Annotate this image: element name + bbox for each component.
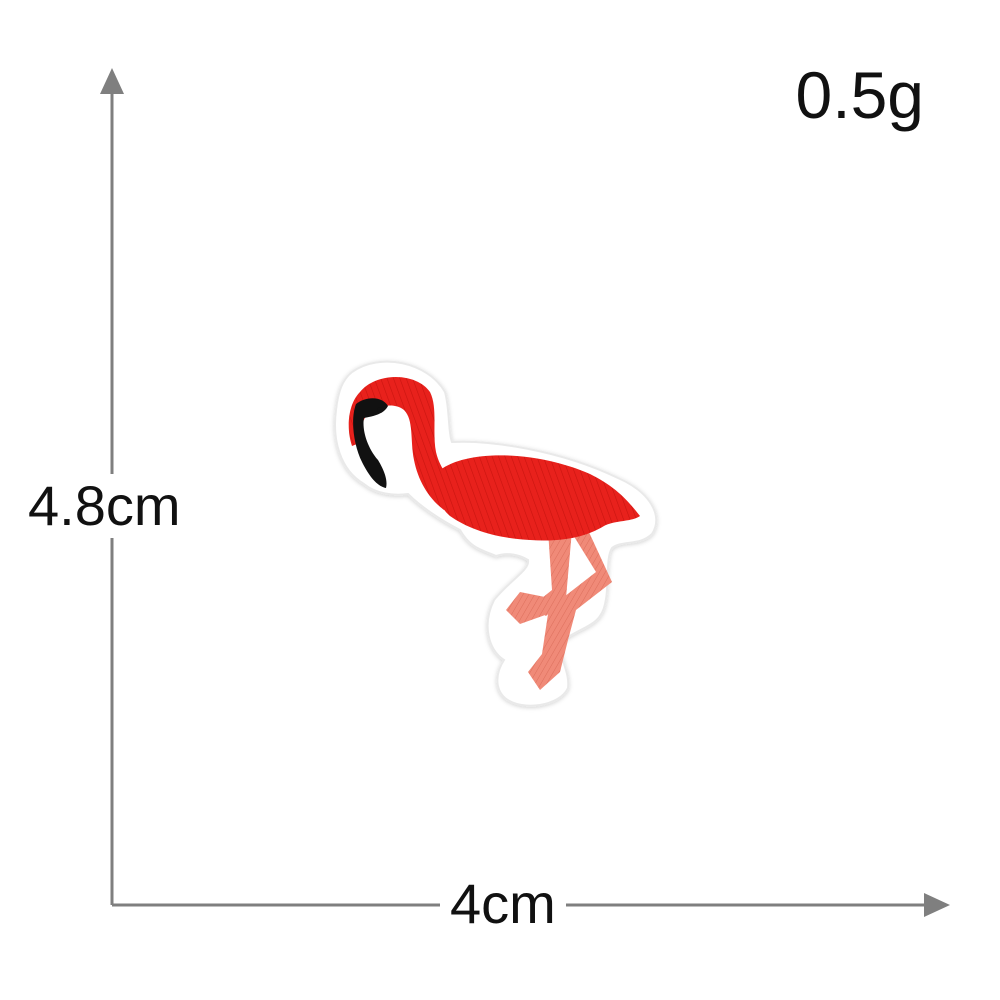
flamingo-body	[435, 455, 640, 541]
height-axis-arrowhead	[100, 68, 124, 94]
flamingo-beak	[353, 398, 388, 488]
flamingo-patch-icon	[334, 360, 658, 707]
weight-label: 0.5g	[795, 58, 924, 132]
flamingo-neck	[348, 377, 458, 510]
width-label: 4cm	[440, 874, 566, 934]
width-axis-arrowhead	[924, 893, 950, 917]
flamingo-back-leg	[506, 530, 612, 690]
flamingo-front-leg	[532, 530, 572, 616]
height-label: 4.8cm	[28, 474, 181, 538]
flamingo-eye	[377, 407, 383, 413]
